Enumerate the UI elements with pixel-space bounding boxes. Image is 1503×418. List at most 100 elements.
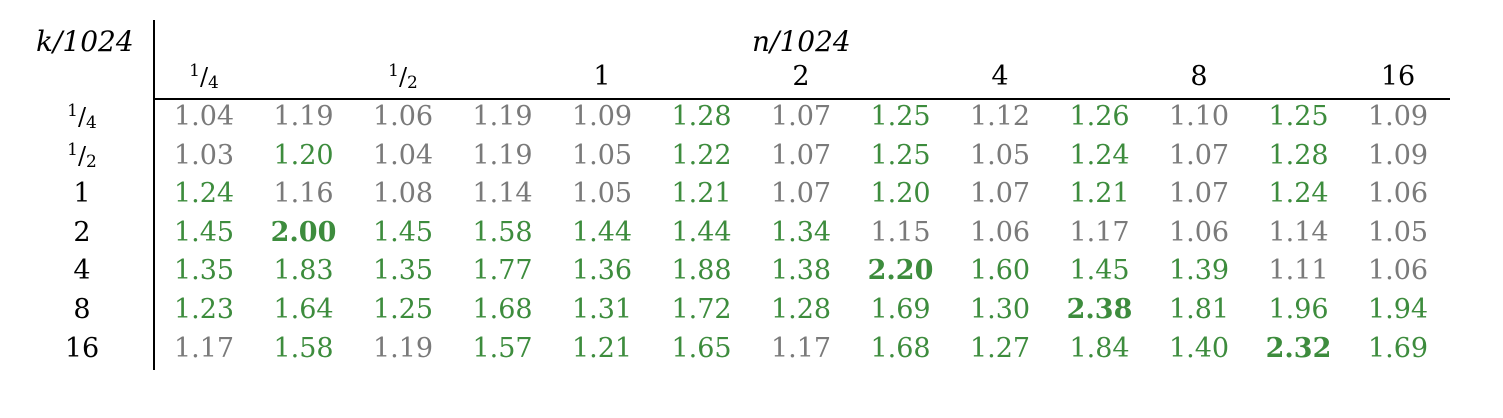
column-header: 1/4	[189, 61, 219, 93]
table-cell: 1.07	[770, 178, 832, 210]
table-cell: 1.07	[770, 139, 832, 171]
row-header: 1/2	[67, 139, 97, 172]
table-cell: 1.38	[770, 255, 832, 287]
table-cell: 1.44	[671, 216, 732, 248]
table-cell: 1.07	[1168, 178, 1230, 210]
table-cell: 1.10	[1168, 101, 1230, 132]
table-cell: 1.07	[969, 178, 1031, 210]
table-cell: 1.88	[671, 255, 732, 287]
table-cell: 1.65	[671, 332, 732, 364]
table-cell: 2.00	[270, 216, 337, 248]
column-header: 16	[1380, 61, 1416, 92]
column-header: 1/2	[388, 61, 418, 93]
table-cell: 1.15	[870, 216, 931, 248]
table-cell: 1.05	[571, 139, 633, 171]
table-cell: 1.24	[1069, 139, 1130, 171]
table-cell: 1.19	[472, 101, 533, 132]
table-cell: 1.44	[571, 216, 633, 248]
table-cell: 1.23	[173, 294, 235, 325]
table-cell: 1.08	[372, 178, 434, 210]
table-cell: 1.30	[969, 294, 1031, 325]
table-cell: 1.09	[571, 101, 633, 132]
table-cell: 1.58	[472, 216, 533, 248]
table-cell: 1.21	[571, 332, 633, 364]
table-cell: 2.20	[867, 255, 934, 287]
table-cell: 1.05	[571, 178, 633, 210]
table-cell: 1.17	[173, 332, 235, 364]
row-header: 4	[73, 255, 91, 287]
table-cell: 1.81	[1168, 294, 1230, 325]
vertical-rule	[153, 20, 155, 370]
table-cell: 1.35	[173, 255, 235, 287]
table-cell: 1.69	[1367, 332, 1429, 364]
table-cell: 1.69	[870, 294, 931, 325]
table-cell: 1.60	[969, 255, 1031, 287]
table-cell: 1.07	[770, 101, 832, 132]
table-cell: 1.12	[969, 101, 1031, 132]
table-cell: 1.09	[1367, 101, 1429, 132]
table-cell: 1.17	[1069, 216, 1130, 248]
table-cell: 1.06	[969, 216, 1031, 248]
table-cell: 1.05	[1367, 216, 1429, 248]
table-cell: 2.38	[1066, 294, 1133, 325]
table-cell: 1.11	[1268, 255, 1329, 287]
table-cell: 1.06	[1367, 255, 1429, 287]
table-cell: 1.45	[372, 216, 434, 248]
row-header: 16	[64, 332, 100, 364]
table-cell: 1.25	[870, 139, 931, 171]
row-header: 2	[73, 216, 91, 248]
table-cell: 1.96	[1268, 294, 1329, 325]
table-cell: 1.24	[173, 178, 235, 210]
table-cell: 1.36	[571, 255, 633, 287]
column-header: 2	[792, 61, 810, 92]
column-header: 8	[1190, 61, 1208, 92]
table-cell: 1.14	[472, 178, 533, 210]
table-cell: 1.40	[1168, 332, 1230, 364]
table-cell: 1.94	[1367, 294, 1429, 325]
table-cell: 1.35	[372, 255, 434, 287]
table-cell: 1.28	[1268, 139, 1329, 171]
table-cell: 1.06	[1367, 178, 1429, 210]
table-cell: 1.14	[1268, 216, 1329, 248]
table-cell: 1.04	[372, 139, 434, 171]
table-cell: 1.45	[1069, 255, 1130, 287]
column-header: 4	[991, 61, 1009, 92]
table-cell: 1.19	[472, 139, 533, 171]
table-cell: 1.07	[1168, 139, 1230, 171]
table-cell: 1.04	[173, 101, 235, 132]
column-header: 1	[593, 61, 611, 92]
table-cell: 1.24	[1268, 178, 1329, 210]
table-cell: 1.57	[472, 332, 533, 364]
table-cell: 1.28	[671, 101, 732, 132]
table-cell: 1.06	[372, 101, 434, 132]
table-cell: 1.22	[671, 139, 732, 171]
table-cell: 1.28	[770, 294, 832, 325]
table-cell: 1.09	[1367, 139, 1429, 171]
table-cell: 1.20	[273, 139, 334, 171]
table-cell: 1.21	[1069, 178, 1130, 210]
row-axis-label: k/1024	[36, 25, 134, 58]
table-cell: 2.32	[1265, 332, 1332, 364]
table-cell: 1.84	[1069, 332, 1130, 364]
table-cell: 1.39	[1168, 255, 1230, 287]
table-cell: 1.21	[671, 178, 732, 210]
row-axis-title: k/1024	[36, 26, 134, 58]
table-cell: 1.26	[1069, 101, 1130, 132]
row-header: 1	[73, 178, 91, 210]
table-cell: 1.20	[870, 178, 931, 210]
table-cell: 1.05	[969, 139, 1031, 171]
row-header: 8	[73, 294, 91, 325]
table-cell: 1.72	[671, 294, 732, 325]
table-cell: 1.27	[969, 332, 1031, 364]
table-cell: 1.25	[372, 294, 434, 325]
table-cell: 1.17	[770, 332, 832, 364]
column-axis-label: n/1024	[752, 25, 851, 58]
table-cell: 1.58	[273, 332, 334, 364]
table-cell: 1.34	[770, 216, 832, 248]
table-cell: 1.45	[173, 216, 235, 248]
table-cell: 1.31	[571, 294, 633, 325]
table-cell: 1.06	[1168, 216, 1230, 248]
table-cell: 1.68	[472, 294, 533, 325]
table-cell: 1.19	[372, 332, 434, 364]
table-cell: 1.77	[472, 255, 533, 287]
